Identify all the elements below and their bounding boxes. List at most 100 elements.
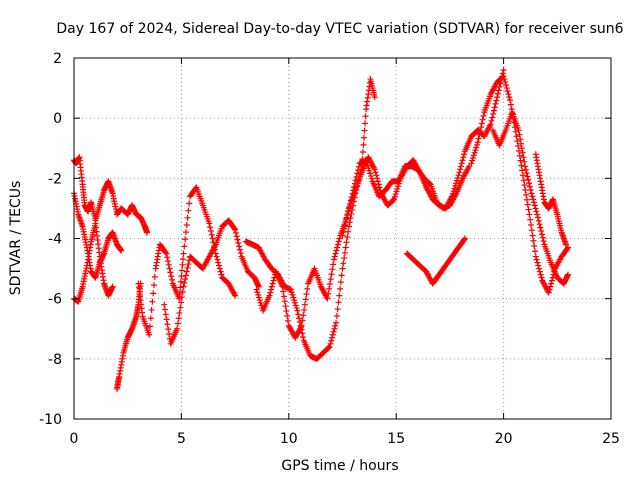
data-point — [268, 286, 275, 293]
data-point — [266, 292, 273, 299]
data-point — [284, 317, 291, 324]
data-point — [213, 253, 220, 260]
series-trace-5 — [135, 184, 239, 338]
data-point — [453, 177, 460, 184]
data-point — [534, 259, 541, 266]
data-point — [256, 297, 263, 304]
data-point — [281, 298, 288, 305]
data-point — [539, 234, 546, 241]
data-point — [349, 206, 356, 213]
y-tick-label: -10 — [39, 412, 62, 428]
data-point — [330, 261, 337, 268]
data-point — [344, 212, 351, 219]
data-point — [166, 265, 173, 272]
data-point — [458, 160, 465, 167]
data-point — [518, 162, 525, 169]
data-point — [524, 201, 531, 208]
series-trace-3 — [71, 220, 116, 305]
data-point — [494, 90, 501, 97]
data-point — [232, 292, 239, 299]
data-point — [304, 285, 311, 292]
data-point — [474, 141, 481, 148]
data-point — [476, 131, 483, 138]
data-point — [365, 165, 372, 172]
data-point — [373, 172, 380, 179]
data-point — [164, 258, 171, 265]
data-point — [174, 320, 181, 327]
data-point — [487, 121, 494, 128]
data-point — [361, 127, 368, 134]
data-point — [164, 321, 171, 328]
data-point — [332, 322, 339, 329]
data-point — [284, 312, 291, 319]
data-point — [538, 227, 545, 234]
data-point — [450, 188, 457, 195]
data-point — [479, 116, 486, 123]
data-point — [452, 182, 459, 189]
data-point — [526, 180, 533, 187]
data-point — [335, 238, 342, 245]
data-point — [391, 196, 398, 203]
data-point — [182, 276, 189, 283]
x-tick-label: 25 — [602, 431, 620, 447]
data-point — [393, 188, 400, 195]
data-point — [301, 306, 308, 313]
data-point — [449, 193, 456, 200]
data-point — [492, 100, 499, 107]
data-point — [377, 187, 384, 194]
data-point — [478, 124, 485, 131]
data-point — [527, 186, 534, 193]
series-trace-13 — [532, 151, 569, 248]
data-point — [185, 207, 192, 214]
data-point — [360, 141, 367, 148]
data-point — [374, 178, 381, 185]
data-point — [471, 149, 478, 156]
data-point — [538, 231, 545, 238]
data-point — [298, 322, 305, 329]
data-point — [325, 344, 332, 351]
data-point — [460, 154, 467, 161]
data-point — [394, 185, 401, 192]
data-point — [236, 243, 243, 250]
x-tick-label: 10 — [280, 431, 298, 447]
data-point — [362, 120, 369, 127]
data-point — [329, 331, 336, 338]
data-point — [491, 104, 498, 111]
data-point — [517, 136, 524, 143]
y-tick-label: -2 — [48, 171, 62, 187]
data-point — [333, 319, 340, 326]
data-point — [232, 226, 239, 233]
data-point — [233, 233, 240, 240]
data-point — [342, 218, 349, 225]
data-point — [461, 236, 468, 243]
data-point — [500, 67, 507, 74]
data-point — [209, 235, 216, 242]
data-point — [341, 222, 348, 229]
data-point — [354, 170, 361, 177]
data-point — [343, 239, 350, 246]
data-point — [375, 181, 382, 188]
data-point — [531, 202, 538, 209]
data-point — [177, 304, 184, 311]
data-point — [472, 147, 479, 154]
data-point — [355, 163, 362, 170]
data-point — [177, 278, 184, 285]
data-point — [461, 151, 468, 158]
data-point — [178, 273, 185, 280]
data-point — [376, 184, 383, 191]
data-point — [524, 173, 531, 180]
chart-title: Day 167 of 2024, Sidereal Day-to-day VTE… — [56, 21, 623, 37]
data-point — [290, 294, 297, 301]
data-point — [334, 244, 341, 251]
data-point — [294, 307, 301, 314]
data-point — [530, 199, 537, 206]
data-point — [336, 292, 343, 299]
data-point — [518, 140, 525, 147]
data-point — [162, 306, 169, 313]
data-point — [329, 266, 336, 273]
data-point — [528, 227, 535, 234]
data-point — [516, 152, 523, 159]
data-point — [255, 291, 262, 298]
data-point — [332, 250, 339, 257]
data-point — [548, 277, 555, 284]
